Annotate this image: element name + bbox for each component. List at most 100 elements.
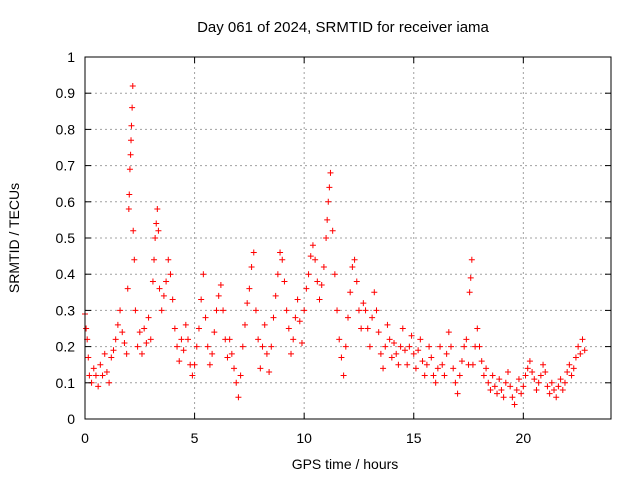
y-tick-label: 0.7 (56, 158, 76, 174)
data-point (575, 343, 582, 350)
data-point (99, 372, 106, 379)
data-point (285, 325, 292, 332)
data-point (564, 368, 571, 375)
data-point (498, 387, 505, 394)
data-point (566, 361, 573, 368)
data-point (415, 347, 422, 354)
data-point (388, 354, 395, 361)
data-point (185, 336, 192, 343)
data-point (581, 347, 588, 354)
data-point (132, 307, 139, 314)
data-point (106, 379, 113, 386)
data-point (152, 235, 159, 241)
data-point (404, 361, 411, 368)
y-tick-label: 1 (67, 49, 75, 65)
data-point (129, 82, 136, 89)
data-point (239, 343, 246, 350)
data-point (489, 372, 496, 379)
data-point (469, 361, 476, 368)
data-point (491, 383, 498, 390)
data-point (305, 271, 312, 278)
data-point (108, 354, 115, 361)
data-point (215, 292, 222, 299)
data-point (156, 285, 163, 292)
data-point (579, 336, 586, 343)
data-point (474, 325, 481, 332)
data-point (174, 343, 181, 350)
data-point (432, 379, 439, 386)
data-point (373, 307, 380, 314)
data-point (125, 206, 132, 213)
data-point (513, 387, 520, 394)
data-point (309, 242, 316, 249)
data-point (97, 361, 104, 368)
data-point (353, 278, 360, 285)
data-point (393, 350, 400, 357)
data-point (129, 104, 136, 111)
data-point (272, 292, 279, 299)
data-point (169, 296, 176, 303)
data-point (160, 292, 167, 299)
data-point (155, 227, 162, 234)
data-point (502, 379, 509, 386)
data-point (336, 336, 343, 343)
data-point (467, 274, 474, 281)
data-point (577, 350, 584, 357)
data-point (206, 361, 213, 368)
data-point (117, 307, 124, 314)
data-point (318, 282, 325, 289)
data-point (195, 325, 202, 332)
data-point (141, 325, 148, 332)
data-point (312, 256, 319, 263)
data-point (437, 343, 444, 350)
data-point (143, 339, 150, 346)
data-point (340, 372, 347, 379)
data-point (480, 372, 487, 379)
x-axis-ticks: 0 5 10 15 20 (81, 57, 531, 446)
data-point (316, 296, 323, 303)
data-point (288, 350, 295, 357)
data-point (127, 151, 134, 158)
data-point (504, 368, 511, 375)
data-point (209, 350, 216, 357)
y-tick-label: 0.3 (56, 302, 76, 318)
data-point (535, 379, 542, 386)
y-tick-label: 0.9 (56, 85, 76, 101)
data-point (561, 379, 568, 386)
data-point (526, 358, 533, 365)
data-point (463, 336, 470, 343)
data-point (544, 383, 551, 390)
data-point (509, 394, 516, 401)
data-point (314, 278, 321, 285)
data-point (542, 368, 549, 375)
data-point (128, 137, 135, 144)
data-point (290, 336, 297, 343)
data-point (220, 307, 227, 314)
data-point (362, 307, 369, 314)
data-point (178, 336, 185, 343)
data-point (112, 336, 119, 343)
data-point (233, 379, 240, 386)
data-point (410, 350, 417, 357)
y-tick-label: 0.8 (56, 121, 76, 137)
data-point (252, 307, 259, 314)
data-point (483, 365, 490, 372)
data-point (163, 278, 170, 285)
data-point (375, 329, 382, 336)
data-point (555, 383, 562, 390)
data-point (487, 387, 494, 394)
data-point (443, 350, 450, 357)
data-point (126, 166, 133, 173)
y-tick-label: 0.1 (56, 375, 76, 391)
data-point (131, 256, 138, 263)
data-point (342, 343, 349, 350)
data-point (448, 343, 455, 350)
data-point (235, 394, 242, 401)
data-point (307, 253, 314, 260)
data-point (553, 394, 560, 401)
data-point (165, 256, 172, 263)
y-tick-label: 0.5 (56, 230, 76, 246)
data-point (338, 354, 345, 361)
data-point (250, 249, 257, 256)
data-point (228, 350, 235, 357)
